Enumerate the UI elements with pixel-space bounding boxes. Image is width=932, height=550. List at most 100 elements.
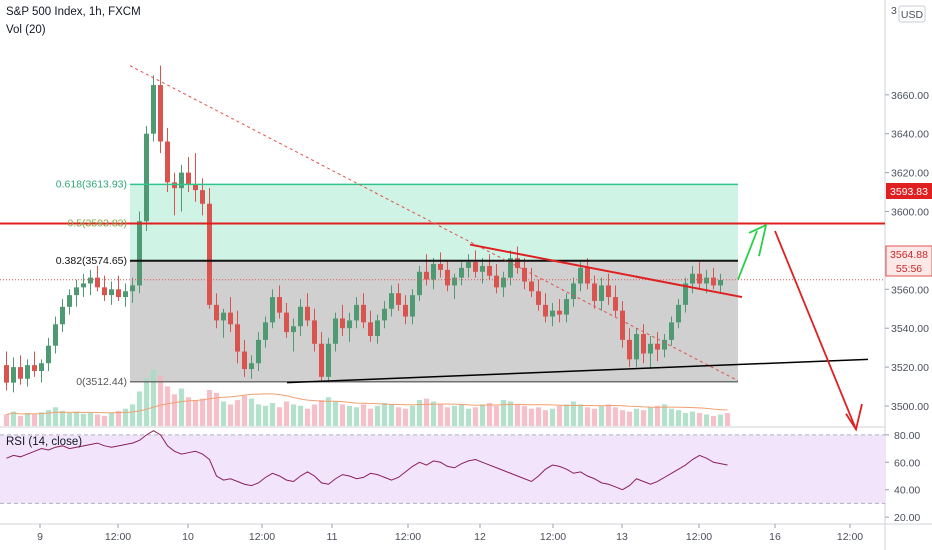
volume-bar	[458, 404, 465, 426]
volume-bar	[661, 404, 668, 426]
candle-body	[277, 297, 282, 313]
candle-body	[18, 367, 23, 379]
candle-body	[536, 291, 541, 305]
volume-bar	[437, 404, 444, 426]
candle-body	[102, 287, 107, 296]
candle-body	[662, 339, 667, 350]
volume-bar	[220, 401, 227, 426]
volume-bar	[10, 411, 17, 426]
volume-bar	[528, 408, 535, 426]
volume-bar	[654, 405, 661, 426]
volume-bar	[31, 414, 38, 426]
volume-bar	[472, 407, 479, 426]
volume-bar	[255, 404, 262, 426]
candle-body	[641, 334, 646, 354]
volume-bar	[689, 411, 696, 426]
volume-bar	[549, 408, 556, 426]
volume-bar	[269, 402, 276, 426]
descending-trendline[interactable]	[469, 243, 743, 299]
candle-body	[592, 283, 597, 301]
rsi-line[interactable]	[6, 430, 728, 491]
volume-bar	[17, 415, 24, 426]
candle-body	[669, 322, 674, 340]
candle-body	[564, 299, 569, 315]
volume-bar	[479, 404, 486, 426]
candle-body	[634, 334, 639, 360]
x-tick-label: 9	[37, 531, 43, 543]
candle-body	[200, 190, 205, 204]
x-tick-label: 12:00	[686, 531, 712, 543]
candle-body	[242, 351, 247, 370]
volume-bar	[101, 415, 108, 426]
volume-bar	[605, 404, 612, 426]
candle-body	[53, 324, 58, 346]
support-trendline[interactable]	[286, 358, 869, 384]
candle-body	[172, 182, 177, 189]
bullish-arrow[interactable]	[737, 230, 758, 280]
candle-body	[263, 322, 268, 340]
candle-body	[228, 312, 233, 325]
candle-body	[382, 308, 387, 321]
candle-body	[529, 281, 534, 292]
volume-bar	[444, 407, 451, 426]
candle-body	[606, 285, 611, 298]
candle-body	[375, 320, 380, 336]
volume-bar	[514, 404, 521, 426]
volume-bar	[682, 413, 689, 426]
candle-body	[305, 306, 310, 321]
y-tick-label: 3600.00	[891, 207, 929, 219]
volume-bar	[374, 405, 381, 426]
volume-bar	[276, 407, 283, 426]
fib-label-0: 0(3512.44)	[76, 376, 127, 388]
symbol-title[interactable]: S&P 500 Index, 1h, FXCM	[6, 6, 141, 18]
volume-bar	[591, 408, 598, 426]
volume-bar	[339, 404, 346, 426]
bearish-arrow[interactable]	[774, 230, 857, 430]
volume-bar	[409, 405, 416, 426]
currency-button[interactable]	[898, 5, 926, 23]
x-tick-label: 12:00	[540, 531, 566, 543]
rsi-tick-label: 40.00	[894, 485, 920, 497]
candle-body	[81, 283, 86, 288]
volume-bar	[66, 413, 73, 426]
volume-bar	[234, 400, 241, 426]
volume-bar	[367, 408, 374, 426]
candle-body	[613, 297, 618, 311]
y-tick-label-top: 3	[891, 5, 897, 17]
candle-body	[46, 345, 51, 364]
volume-bar	[206, 390, 213, 426]
volume-bar	[318, 400, 325, 426]
candle-body	[655, 343, 660, 350]
candle-body	[340, 318, 345, 329]
volume-bar	[570, 401, 577, 426]
volume-bar	[45, 410, 52, 426]
volume-bar	[94, 414, 101, 426]
volume-bar	[199, 398, 206, 426]
candle-body	[396, 293, 401, 305]
volume-bar	[87, 412, 94, 426]
rsi-indicator-label[interactable]: RSI (14, close)	[6, 436, 82, 448]
candle-body	[144, 133, 149, 222]
volume-indicator-label[interactable]: Vol (20)	[6, 24, 46, 36]
volume-bar	[619, 410, 626, 426]
volume-bar	[416, 400, 423, 426]
candle-body	[487, 265, 492, 276]
candle-body	[39, 363, 44, 371]
dashed-trend-line[interactable]	[129, 65, 739, 382]
candle-body	[319, 343, 324, 377]
candle-body	[179, 172, 184, 189]
x-tick-label: 12:00	[105, 531, 131, 543]
candle-body	[130, 285, 135, 292]
last-price-text: 3564.88	[890, 249, 928, 261]
volume-bar	[598, 405, 605, 426]
x-tick-label: 11	[327, 531, 338, 543]
volume-bar	[150, 369, 157, 426]
volume-bar	[297, 405, 304, 426]
volume-bar	[388, 404, 395, 426]
candle-body	[256, 339, 261, 364]
volume-bar	[248, 398, 255, 426]
volume-bar	[185, 397, 192, 426]
fib-label-0382: 0.382(3574.65)	[56, 255, 127, 267]
